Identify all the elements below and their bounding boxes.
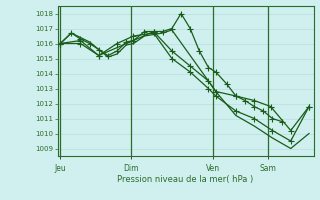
X-axis label: Pression niveau de la mer( hPa ): Pression niveau de la mer( hPa ) bbox=[117, 175, 254, 184]
